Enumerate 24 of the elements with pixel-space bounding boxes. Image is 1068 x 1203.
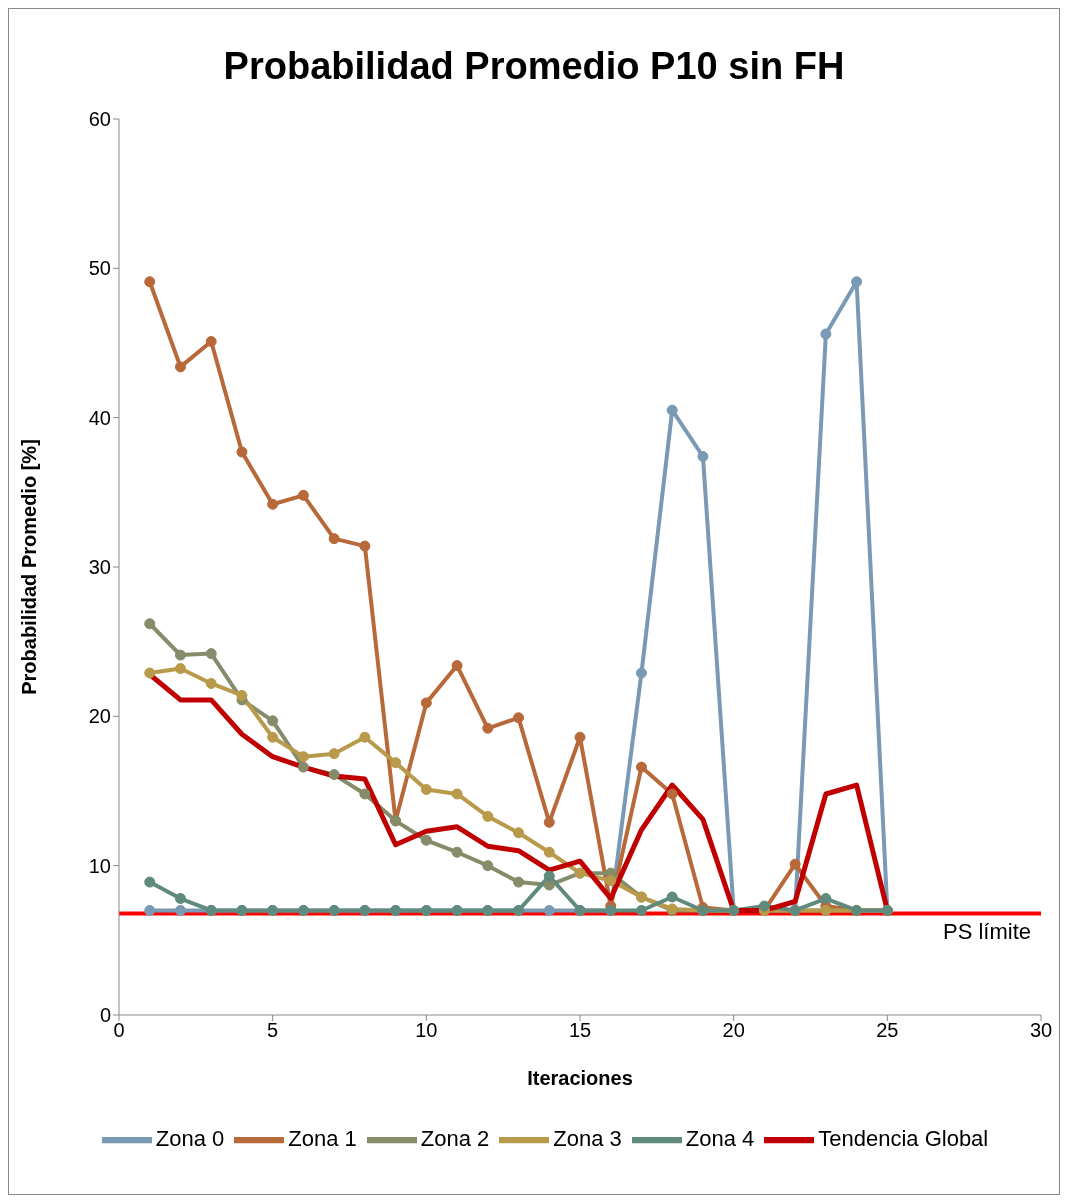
y-tick-label: 20 [88,705,111,728]
legend-label: Zona 2 [420,1125,490,1151]
x-tick-label: 20 [722,1019,745,1042]
x-tick-label: 15 [568,1019,592,1042]
x-axis-title: Iteraciones [527,1067,633,1089]
y-tick-label: 50 [88,257,111,280]
y-tick-label: 0 [99,1004,111,1027]
chart-title: Probabilidad Promedio P10 sin FH [222,44,846,89]
x-tick-label: 30 [1029,1019,1053,1042]
y-tick-label: 40 [88,406,111,429]
legend-label: Zona 0 [155,1125,225,1151]
legend-label: Tendencia Global [818,1125,989,1151]
legend-label: Zona 1 [288,1125,357,1151]
y-tick-label: 30 [88,556,111,579]
ref-line-label: PS límite [942,919,1031,945]
y-axis-title: Probabilidad Promedio [%] [18,439,41,695]
x-tick-label: 10 [415,1019,438,1042]
x-tick-label: 5 [267,1019,279,1042]
x-tick-label: 25 [876,1019,899,1042]
legend-label: Zona 4 [685,1125,755,1151]
legend-label: Zona 3 [553,1125,622,1151]
x-tick-label: 0 [113,1019,125,1042]
y-tick-label: 60 [88,108,111,131]
y-tick-label: 10 [88,854,111,877]
